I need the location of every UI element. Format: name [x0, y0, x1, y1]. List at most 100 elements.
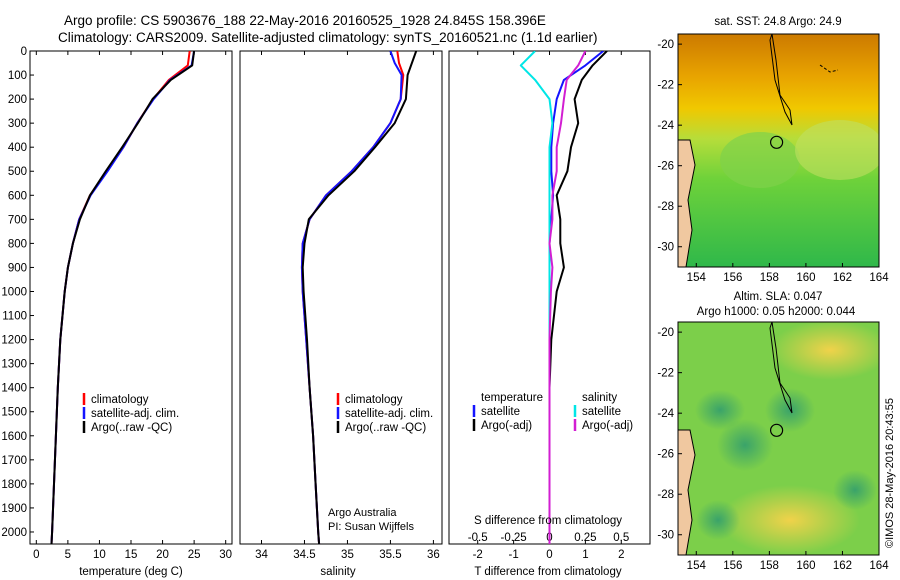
depth-tick-label: 1800 [1, 479, 27, 491]
sst-field-patch [795, 120, 879, 180]
x-tick-label: 10 [93, 549, 106, 561]
map-lon-tick-label: 158 [760, 560, 779, 572]
legend-label-t-satellite: satellite [481, 406, 520, 418]
x-tick-label: 2 [618, 549, 624, 561]
sst-map: sat. SST: 24.8 Argo: 24.9 154 156 158 160 16… [657, 16, 889, 284]
sla-field-patch [695, 390, 745, 430]
depth-tick-label: 1100 [2, 311, 27, 323]
depth-tick-label: 300 [8, 118, 27, 130]
depth-tick-label: 1200 [1, 335, 27, 347]
sla-map-axes: 154 156 158 160 162 164 -20 -22 -24 -26 -28 -30 [657, 327, 889, 572]
depth-tick-label: 500 [8, 166, 27, 178]
header-title-line2: Climatology: CARS2009. Satellite-adjuste… [58, 30, 598, 45]
temperature-xlabel: temperature (deg C) [79, 566, 183, 578]
sst-map-axes: 154 156 158 160 162 164 -20 -22 -24 -26 -28 -30 [657, 39, 889, 284]
legend-label-argo: Argo(..raw -QC) [91, 422, 172, 434]
imos-credit: ©IMOS 28-May-2016 20:43:55 [884, 398, 896, 548]
x-tick-label: 0 [33, 549, 39, 561]
sla-field-patch [833, 470, 877, 510]
map-lon-tick-label: 162 [833, 272, 852, 284]
x-tick-label: 0 [546, 549, 552, 561]
depth-tick-label: 100 [8, 70, 27, 82]
series-line [301, 51, 418, 544]
australia-coastline [678, 429, 696, 555]
difference-xlabel: T difference from climatology [474, 566, 621, 578]
map-lat-tick-label: -20 [657, 39, 674, 51]
temperature-legend: climatology satellite-adj. clim. Argo(..… [82, 393, 179, 434]
x-tick-label: 30 [219, 549, 232, 561]
x-tick-label: 5 [65, 549, 71, 561]
salinity-xlabel: salinity [320, 566, 355, 578]
depth-tick-label: 400 [8, 142, 27, 154]
map-lon-tick-label: 158 [760, 272, 779, 284]
map-lat-tick-label: -28 [657, 201, 674, 213]
sla-field-patch [696, 500, 740, 540]
depth-tick-label: 1500 [1, 407, 27, 419]
reef-outline [769, 322, 793, 414]
salinity-lines [300, 51, 418, 544]
legend-label-s-argo: Argo(-adj) [582, 420, 633, 432]
float-position-marker [769, 135, 784, 149]
map-lat-tick-label: -30 [657, 530, 674, 542]
x-tick-label: -2 [473, 549, 483, 561]
depth-tick-label: 1300 [1, 359, 27, 371]
depth-tick-label: 1000 [1, 286, 27, 298]
reef-outline [819, 64, 839, 73]
depth-tick-label: 900 [8, 262, 27, 274]
difference-lines [519, 51, 608, 544]
sst-map-image [678, 34, 879, 267]
difference-xlabel-top: S difference from climatology [474, 515, 622, 527]
depth-tick-label: 1700 [1, 455, 27, 467]
map-lon-tick-label: 154 [687, 272, 707, 284]
map-lat-tick-label: -30 [657, 242, 674, 254]
depth-tick-label: 2000 [1, 527, 27, 539]
sst-field-patch [720, 132, 800, 188]
x-tick-label: 20 [156, 549, 169, 561]
depth-tick-label: 800 [8, 238, 27, 250]
sla-field-patch [720, 485, 860, 555]
x-tick-label: 36 [427, 549, 440, 561]
salinity-x-axis: 34 34.5 35 35.5 36 [255, 51, 440, 561]
annotation-argo-australia: Argo Australia [328, 507, 397, 519]
x-tick-label: 34 [255, 549, 268, 561]
depth-tick-label: 200 [8, 94, 27, 106]
map-lon-tick-label: 160 [796, 560, 815, 572]
legend-title-temperature: temperature [481, 392, 543, 404]
map-lat-tick-label: -20 [657, 327, 674, 339]
salinity-legend: climatology satellite-adj. clim. Argo(..… [336, 393, 433, 434]
legend-label-satellite: satellite-adj. clim. [91, 408, 179, 420]
sst-map-frame [677, 33, 880, 268]
map-lon-tick-label: 162 [833, 560, 852, 572]
depth-tick-label: 1900 [1, 503, 27, 515]
x-tick-label-top: -0.25 [500, 532, 526, 544]
depth-axis: 0 100 200 300 400 500 600 700 800 900 1000 1100 1200… [1, 46, 34, 539]
sla-map-image [678, 322, 879, 555]
x-tick-label: 35 [341, 549, 354, 561]
x-tick-label: 34.5 [293, 549, 315, 561]
map-lat-tick-label: -24 [657, 408, 674, 420]
legend-label-t-argo: Argo(-adj) [481, 420, 532, 432]
map-lat-tick-label: -24 [657, 120, 674, 132]
x-tick-label-top: 0.5 [613, 532, 629, 544]
sla-map: Altim. SLA: 0.047 Argo h1000: 0.05 h2000… [657, 291, 889, 572]
map-lat-tick-label: -28 [657, 489, 674, 501]
depth-tick-label: 1600 [1, 431, 27, 443]
difference-legend: temperature satellite Argo(-adj) salinit… [472, 392, 633, 432]
x-tick-label: 25 [188, 549, 201, 561]
depth-tick-label: 1400 [1, 383, 27, 395]
map-lon-tick-label: 164 [869, 272, 889, 284]
depth-tick-label: 600 [8, 190, 27, 202]
temperature-axes-frame [29, 50, 233, 545]
x-tick-label-top: 0.25 [574, 532, 596, 544]
sla-map-frame [677, 321, 880, 556]
map-lat-tick-label: -22 [657, 80, 674, 92]
series-line [548, 51, 587, 544]
difference-x-axis: -2 -1 0 1 2-0.5 -0.25 0 0.25 0.5 [468, 51, 629, 561]
map-lon-tick-label: 164 [869, 560, 889, 572]
temperature-lines [50, 51, 196, 544]
difference-panel: -2 -1 0 1 2-0.5 -0.25 0 0.25 0.5 S difference fr… [448, 50, 651, 578]
sla-map-title-line2: Argo h1000: 0.05 h2000: 0.044 [697, 306, 856, 318]
float-position-marker [769, 423, 784, 437]
map-lon-tick-label: 160 [796, 272, 815, 284]
